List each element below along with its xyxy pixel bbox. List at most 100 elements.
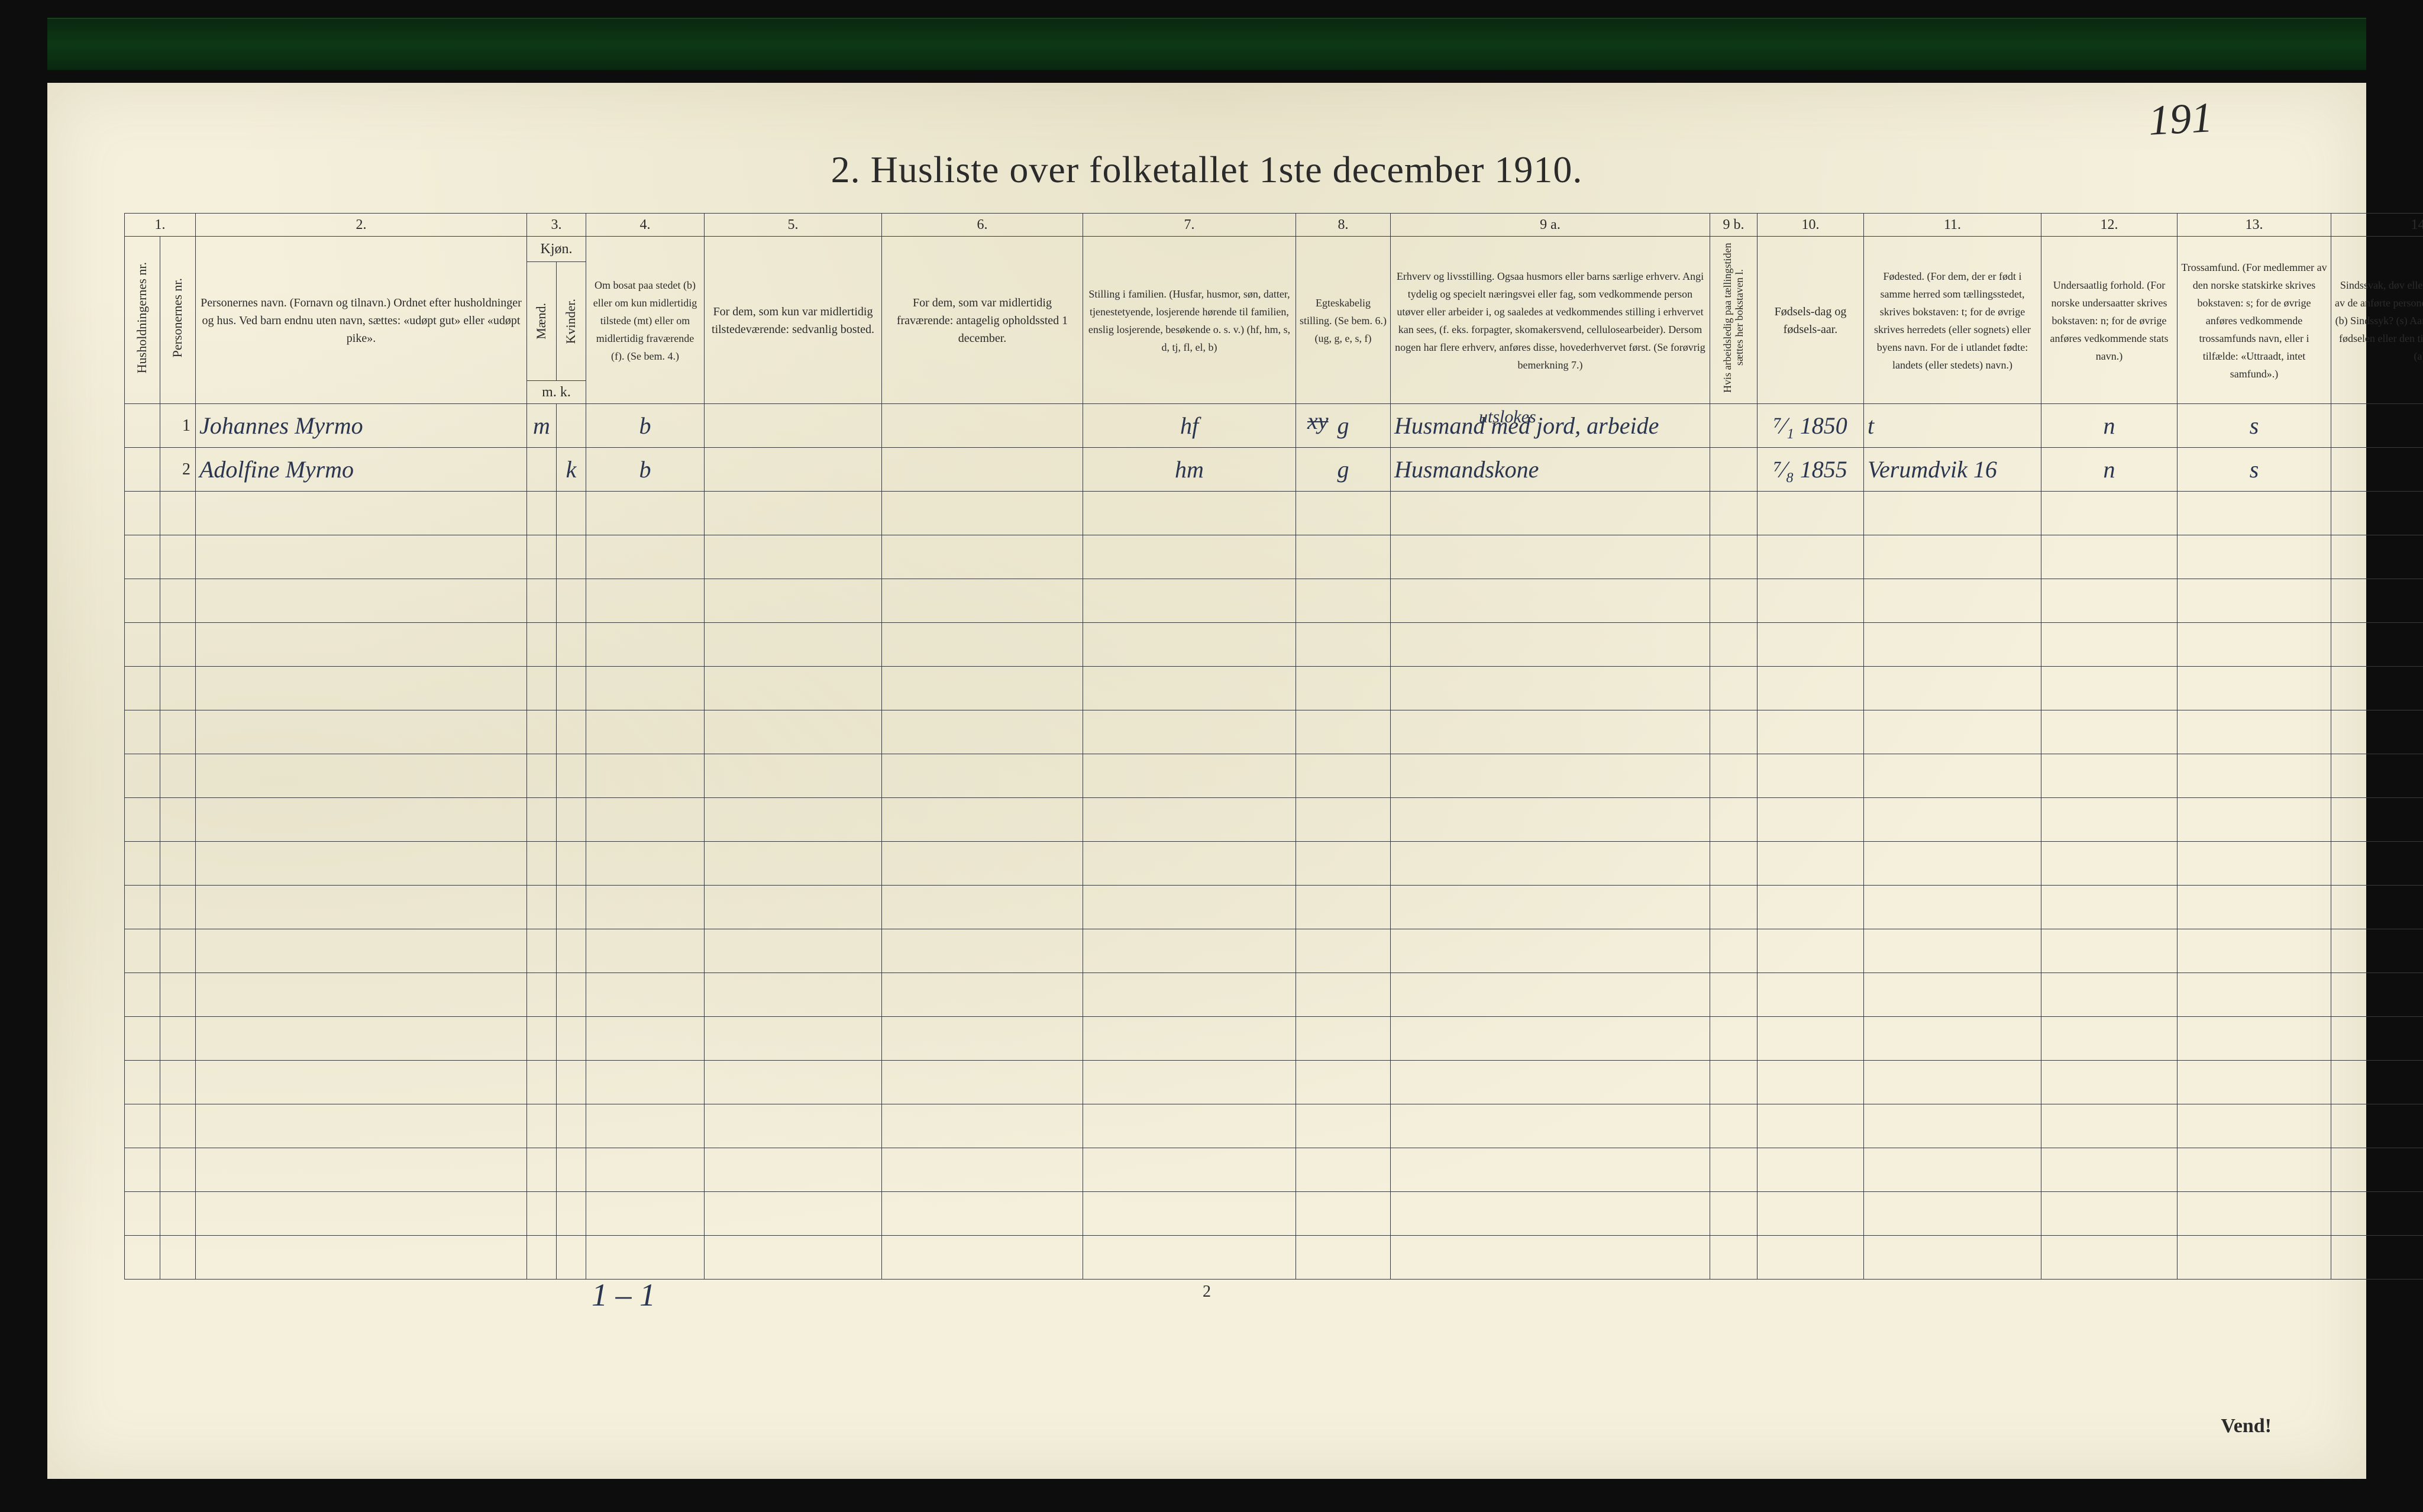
cell bbox=[557, 492, 586, 535]
cell bbox=[2041, 929, 2178, 973]
cell bbox=[1710, 929, 1758, 973]
cell bbox=[2331, 1192, 2423, 1236]
cell bbox=[557, 1148, 586, 1192]
cell bbox=[1296, 1017, 1391, 1061]
cell bbox=[705, 886, 882, 929]
cell: n bbox=[2041, 404, 2178, 448]
cell bbox=[2041, 667, 2178, 710]
book-binding-strip bbox=[47, 18, 2366, 71]
cell bbox=[1083, 492, 1296, 535]
vend-label: Vend! bbox=[2221, 1415, 2272, 1437]
cell bbox=[1758, 710, 1864, 754]
cell: b bbox=[586, 448, 705, 492]
table-row: 14 bbox=[125, 973, 2423, 1017]
cell bbox=[2178, 754, 2331, 798]
header-midl-frav: For dem, som var midlertidig fraværende:… bbox=[882, 237, 1083, 404]
cell bbox=[2041, 1148, 2178, 1192]
cell: 19 bbox=[160, 1192, 196, 1236]
cell bbox=[1391, 1148, 1710, 1192]
table-row: 17 bbox=[125, 1104, 2423, 1148]
cell bbox=[2041, 623, 2178, 667]
header-text: Undersaatlig forhold. (For norske unders… bbox=[2050, 279, 2169, 362]
header-text: Sindssvak, døv eller blind. Var nogen av… bbox=[2335, 279, 2423, 362]
cell bbox=[557, 1236, 586, 1280]
cell: 15 bbox=[160, 1017, 196, 1061]
table-row: 20 bbox=[125, 1236, 2423, 1280]
header-fodested: Fødested. (For dem, der er født i samme … bbox=[1864, 237, 2041, 404]
cell: k bbox=[557, 448, 586, 492]
cell bbox=[1391, 623, 1710, 667]
cell bbox=[2041, 1104, 2178, 1148]
cell bbox=[2331, 667, 2423, 710]
table-row: 15 bbox=[125, 1017, 2423, 1061]
cell bbox=[125, 667, 160, 710]
cell bbox=[2331, 1017, 2423, 1061]
cell bbox=[1083, 1236, 1296, 1280]
cell bbox=[882, 754, 1083, 798]
cell bbox=[882, 579, 1083, 623]
colnum-8: 8. bbox=[1296, 214, 1391, 237]
cell bbox=[1710, 448, 1758, 492]
header-person-nr: Personernes nr. bbox=[160, 237, 196, 404]
header-egteskab: Egteskabelig stilling. (Se bem. 6.) (ug,… bbox=[1296, 237, 1391, 404]
cell bbox=[196, 886, 527, 929]
cell bbox=[2178, 710, 2331, 754]
cell bbox=[1710, 535, 1758, 579]
cell bbox=[2041, 579, 2178, 623]
cell bbox=[527, 754, 557, 798]
cell bbox=[1864, 1061, 2041, 1104]
cell: hf bbox=[1083, 404, 1296, 448]
cell bbox=[1083, 1017, 1296, 1061]
cell: 6 bbox=[160, 623, 196, 667]
header-text: Mænd. bbox=[534, 303, 548, 340]
cell bbox=[196, 1017, 527, 1061]
cell: 1 bbox=[160, 404, 196, 448]
cell bbox=[882, 1192, 1083, 1236]
cell bbox=[1296, 710, 1391, 754]
cell bbox=[586, 1148, 705, 1192]
colnum-6: 6. bbox=[882, 214, 1083, 237]
table-row: 10 bbox=[125, 798, 2423, 842]
table-row: 3 bbox=[125, 492, 2423, 535]
cell bbox=[1391, 842, 1710, 886]
cell bbox=[1391, 492, 1710, 535]
cell bbox=[1391, 1017, 1710, 1061]
cell bbox=[1758, 754, 1864, 798]
cell bbox=[1296, 842, 1391, 886]
cell: ⁷⁄₈ 1855 bbox=[1758, 448, 1864, 492]
header-text: For dem, som kun var midlertidig tilsted… bbox=[712, 305, 874, 336]
cell: 18 bbox=[160, 1148, 196, 1192]
cell bbox=[586, 886, 705, 929]
colnum-12: 12. bbox=[2041, 214, 2178, 237]
cell: 20 bbox=[160, 1236, 196, 1280]
header-bosat: Om bosat paa stedet (b) eller om kun mid… bbox=[586, 237, 705, 404]
colnum-4: 4. bbox=[586, 214, 705, 237]
cell bbox=[1391, 798, 1710, 842]
cell: b bbox=[586, 404, 705, 448]
cell: 10 bbox=[160, 798, 196, 842]
cell bbox=[1083, 973, 1296, 1017]
cell bbox=[1710, 1061, 1758, 1104]
table-row: 7 bbox=[125, 667, 2423, 710]
cell: Husmand med jord, arbeide bbox=[1391, 404, 1710, 448]
cell bbox=[2178, 798, 2331, 842]
census-page: 191 2. Husliste over folketallet 1ste de… bbox=[47, 83, 2366, 1479]
header-text: Husholdningernes nr. bbox=[135, 262, 149, 373]
cell bbox=[527, 798, 557, 842]
cell bbox=[1758, 667, 1864, 710]
cell bbox=[557, 1192, 586, 1236]
cell bbox=[1710, 1017, 1758, 1061]
cell: 11 bbox=[160, 842, 196, 886]
colnum-1: 1. bbox=[125, 214, 196, 237]
cell bbox=[557, 886, 586, 929]
cell bbox=[557, 1017, 586, 1061]
cell bbox=[705, 973, 882, 1017]
cell bbox=[196, 1061, 527, 1104]
cell bbox=[1710, 798, 1758, 842]
header-arbeidsledig: Hvis arbeidsledig paa tællingstiden sætt… bbox=[1710, 237, 1758, 404]
cell bbox=[1083, 798, 1296, 842]
cell bbox=[882, 842, 1083, 886]
cell bbox=[1296, 973, 1391, 1017]
cell bbox=[1710, 1192, 1758, 1236]
cell bbox=[125, 404, 160, 448]
